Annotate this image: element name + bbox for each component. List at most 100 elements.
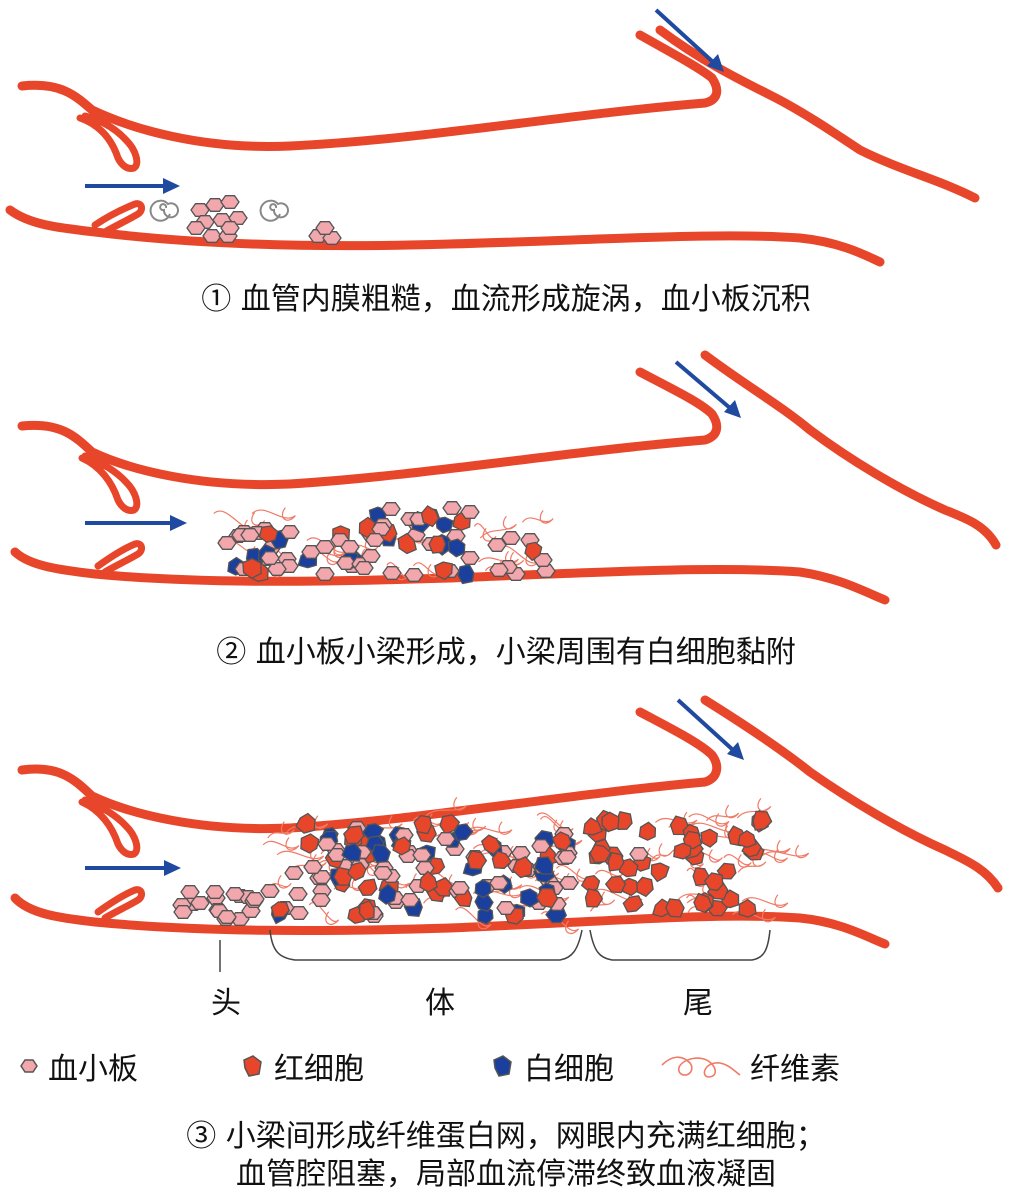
red-cell — [392, 836, 412, 856]
red-cell — [601, 811, 620, 833]
platelet-cell — [205, 885, 225, 899]
white-cell — [457, 564, 475, 585]
red-cell — [700, 828, 718, 848]
red-cell — [636, 876, 654, 898]
red-cell — [584, 888, 604, 908]
white-cell — [447, 538, 466, 558]
white-cell — [474, 879, 492, 899]
platelet-cell — [315, 221, 335, 235]
stage-2-branch-wall — [700, 350, 1001, 550]
stage-2-vessel — [10, 350, 1001, 605]
fibrin-strand — [479, 515, 517, 539]
fibrin-strand — [736, 798, 772, 819]
stage-3-segment-brackets — [219, 929, 771, 972]
legend-platelet: 血小板 — [18, 1046, 138, 1087]
fibrin-strand — [262, 837, 300, 851]
white-cell — [341, 842, 362, 862]
fibrin-strand — [267, 821, 295, 839]
legend-platelet-label: 血小板 — [48, 1052, 138, 1087]
platelet-cell — [220, 221, 240, 235]
platelet-cell — [173, 905, 193, 919]
platelet-cell — [511, 846, 531, 860]
fibrin-strand — [466, 821, 513, 835]
stage-1-lower-wall — [5, 205, 885, 267]
platelet-cell — [442, 501, 462, 515]
stage-2-valve-upper — [78, 452, 141, 514]
red-cell — [607, 851, 625, 872]
stage-1-caption: ① 血管内膜粗糙，血流形成旋涡，血小板沉积 — [201, 282, 811, 317]
platelet-cell — [217, 536, 237, 550]
stage-2-upper-wall — [17, 367, 722, 490]
fibrin-strand — [741, 894, 789, 908]
legend-white-cell-label: 白细胞 — [524, 1052, 614, 1087]
platelet-cell — [450, 881, 470, 895]
legend-red-cell-label: 红细胞 — [274, 1052, 364, 1087]
stage-3-lower-wall — [10, 893, 890, 949]
red-cell — [536, 887, 559, 909]
platelet-cell — [404, 568, 424, 582]
red-cell — [300, 833, 320, 854]
white-cell — [435, 516, 454, 534]
red-cell — [703, 872, 724, 892]
platelet-icon — [20, 1059, 38, 1073]
red-cell — [258, 525, 279, 544]
stage-2-cells — [217, 501, 556, 585]
white-cell — [371, 843, 391, 864]
red-cell — [242, 557, 262, 580]
legend-fibrin-label: 纤维素 — [750, 1052, 840, 1087]
platelet-cell — [280, 525, 300, 539]
stage-3-caption-line1: ③ 小梁间形成纤维蛋白网，网眼内充满红细胞； — [186, 1119, 826, 1154]
platelet-cell — [361, 549, 381, 563]
platelet-cell — [315, 540, 335, 554]
white-cell — [534, 856, 554, 875]
red-cell — [491, 850, 512, 870]
red-cell — [673, 842, 692, 860]
platelet-cell — [400, 893, 420, 907]
tail-bracket — [589, 929, 771, 961]
red-cell — [693, 892, 713, 914]
fibrin-strand — [723, 854, 752, 868]
red-cell — [524, 541, 543, 562]
platelet-cell — [311, 893, 331, 907]
stage-1-vortices — [149, 199, 289, 222]
red-cell — [397, 532, 417, 555]
red-cell — [466, 850, 488, 870]
red-cell — [665, 898, 685, 918]
red-cell — [737, 830, 757, 848]
fibrin-strand — [651, 843, 673, 861]
platelet-cell — [489, 563, 509, 577]
platelet-cell — [501, 531, 521, 545]
stage-3-caption-line2: 血管腔阻塞，局部血流停滞终致血液凝固 — [236, 1157, 776, 1192]
platelet-cell — [460, 505, 480, 519]
red-cell — [589, 844, 612, 864]
stage-1-upper-wall — [17, 30, 722, 151]
fibrin-strand — [473, 523, 497, 542]
fibrin-strand — [276, 847, 325, 862]
stage-3-cells — [172, 809, 773, 926]
red-cell — [738, 898, 757, 918]
body-bracket — [269, 929, 583, 961]
red-cell — [434, 561, 453, 581]
platelet-cell — [412, 848, 432, 862]
white-cell-icon — [493, 1055, 512, 1077]
red-cell — [650, 862, 670, 883]
red-cell — [295, 812, 316, 834]
platelet-cell — [460, 551, 480, 565]
platelet-cell — [240, 528, 260, 542]
stage-2-caption: ② 血小板小梁形成，小梁周围有白细胞黏附 — [216, 635, 796, 670]
stage-1-valve-lower — [91, 200, 146, 236]
platelet-cell — [260, 551, 280, 565]
red-cell — [615, 811, 633, 830]
stage-3-valve-upper — [78, 796, 141, 858]
fibrin-strand — [737, 853, 767, 873]
stage-3-valve-lower — [94, 886, 146, 922]
platelet-cell — [220, 195, 240, 209]
stage-3-upper-wall — [17, 707, 722, 834]
platelet-cell — [496, 901, 516, 915]
platelet-cell — [557, 850, 577, 864]
platelet-cell — [373, 866, 393, 880]
platelet-cell — [365, 533, 385, 547]
red-cell — [346, 861, 367, 882]
red-cell — [582, 817, 603, 836]
